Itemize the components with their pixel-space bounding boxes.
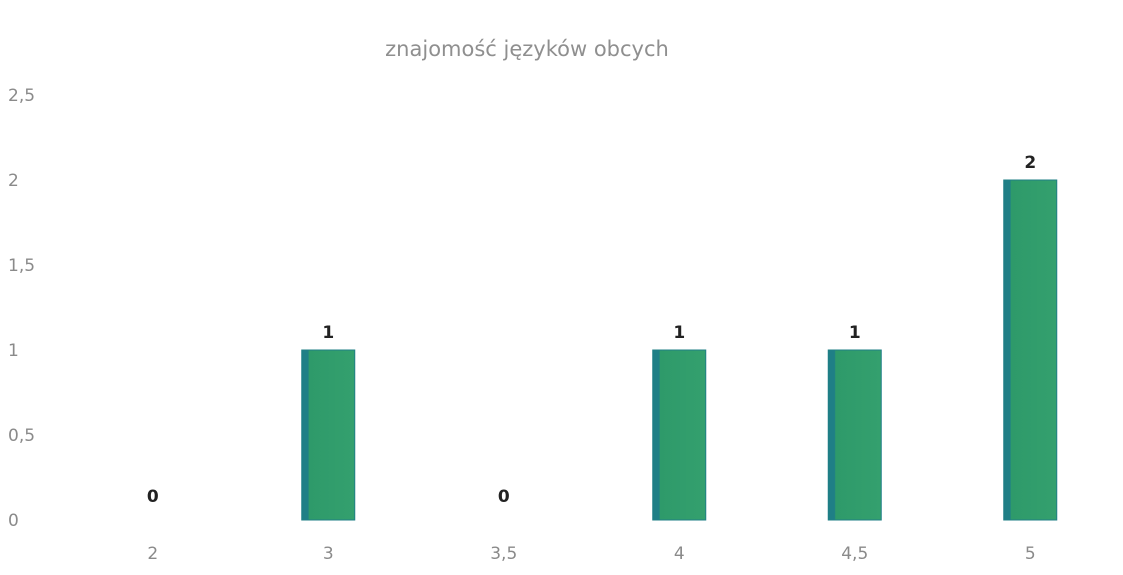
x-tick-label: 5: [1025, 544, 1036, 564]
y-tick-label: 2: [8, 171, 19, 191]
y-tick-label: 2,5: [8, 86, 35, 106]
bar-value-label: 1: [322, 323, 334, 343]
chart-title: znajomość języków obcych: [385, 37, 669, 61]
x-tick-label: 4: [674, 544, 685, 564]
bar-value-label: 1: [673, 323, 685, 343]
x-tick-label: 3: [323, 544, 334, 564]
y-tick-label: 1: [8, 341, 19, 361]
bar-value-label: 0: [498, 487, 510, 507]
x-tick-label: 4,5: [841, 544, 868, 564]
bar-value-label: 0: [147, 487, 159, 507]
y-tick-label: 1,5: [8, 256, 35, 276]
data-labels: 0 1 0 1 1 2: [147, 153, 1036, 507]
bar-value-label: 2: [1024, 153, 1036, 173]
bar: [301, 349, 356, 521]
x-axis: 2 3 3,5 4 4,5 5: [147, 544, 1035, 564]
bar: [827, 349, 882, 521]
x-tick-label: 2: [147, 544, 158, 564]
bar-value-label: 1: [849, 323, 861, 343]
y-axis: 0 0,5 1 1,5 2 2,5: [8, 86, 35, 531]
x-tick-label: 3,5: [490, 544, 517, 564]
bar: [652, 349, 707, 521]
bar-series: [301, 179, 1058, 521]
y-tick-label: 0: [8, 511, 19, 531]
bar: [1003, 179, 1058, 521]
y-tick-label: 0,5: [8, 426, 35, 446]
